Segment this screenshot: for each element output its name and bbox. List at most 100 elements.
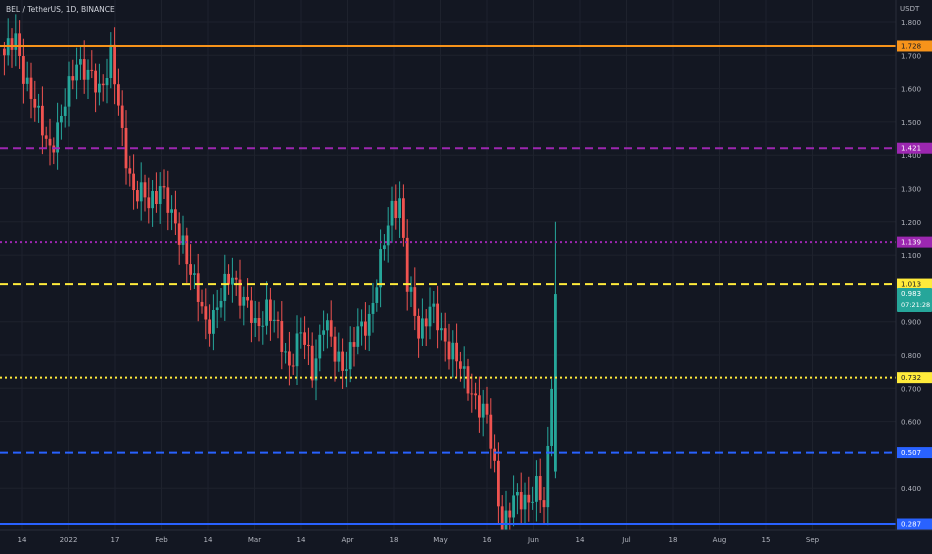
candle <box>542 500 546 508</box>
x-tick-label: Mar <box>248 536 261 544</box>
x-tick-label: 18 <box>669 536 678 544</box>
candle <box>413 287 417 316</box>
candle <box>265 299 268 326</box>
candle <box>253 318 257 323</box>
candle <box>109 44 113 79</box>
level-badge-label: 0.732 <box>901 374 921 382</box>
candle <box>56 122 59 153</box>
candle <box>37 105 40 108</box>
candle <box>90 69 94 71</box>
x-tick-label: 14 <box>297 536 306 544</box>
candle <box>219 300 223 308</box>
price-scale[interactable] <box>896 0 932 530</box>
candle <box>329 320 333 337</box>
time-scale[interactable] <box>0 530 932 550</box>
x-tick-label: May <box>433 536 447 544</box>
candle <box>101 83 105 86</box>
candle <box>360 321 363 327</box>
level-badge <box>897 142 932 154</box>
candle <box>269 299 272 321</box>
x-tick-label: 18 <box>390 536 399 544</box>
y-tick-label: 0.900 <box>901 319 921 327</box>
candle <box>155 190 158 205</box>
y-tick-label: 0.800 <box>901 352 921 360</box>
candle <box>310 345 314 381</box>
candle <box>398 198 401 219</box>
level-badge-label: 0.507 <box>901 449 921 457</box>
candle <box>280 321 284 352</box>
candle <box>535 476 538 502</box>
level-badge <box>897 447 932 459</box>
candle <box>71 76 75 81</box>
candle <box>223 273 227 301</box>
level-badge-label: 0.287 <box>901 521 921 529</box>
candle <box>257 318 261 327</box>
candle <box>204 306 208 320</box>
x-tick-label: Aug <box>713 536 727 544</box>
candle <box>162 186 166 188</box>
candle <box>554 294 557 472</box>
level-badge <box>897 236 932 248</box>
candle <box>538 476 542 501</box>
candle <box>451 342 455 360</box>
candle <box>170 209 173 213</box>
candle <box>546 445 550 508</box>
candle <box>352 342 356 347</box>
y-tick-label: 1.100 <box>901 252 921 260</box>
candle <box>356 326 360 347</box>
y-tick-label: 1.200 <box>901 219 921 227</box>
candle <box>523 494 527 510</box>
candle <box>386 225 390 246</box>
candle <box>489 414 493 449</box>
candle <box>322 330 325 335</box>
candle <box>390 200 394 226</box>
x-tick-label: 14 <box>18 536 27 544</box>
candle <box>238 279 242 306</box>
candle <box>10 38 14 50</box>
candle <box>67 76 71 107</box>
candle <box>60 115 63 123</box>
candle <box>3 48 6 56</box>
candle <box>364 321 367 336</box>
candle <box>383 245 386 250</box>
candle <box>105 78 109 86</box>
candle <box>497 460 500 507</box>
y-tick-label: 1.600 <box>901 86 921 94</box>
y-tick-label: 1.700 <box>901 52 921 60</box>
candle <box>242 296 246 306</box>
candle <box>375 287 379 303</box>
candle <box>185 235 189 265</box>
candle <box>314 358 318 381</box>
candle <box>113 44 116 85</box>
candle <box>143 182 147 198</box>
candle <box>231 277 234 285</box>
candle <box>394 200 398 219</box>
candle <box>481 403 485 418</box>
candle <box>86 69 90 80</box>
candle <box>379 249 382 288</box>
candle <box>246 296 249 301</box>
x-axis-ticks: 14 2022 17 Feb 14 Mar 14 Apr 18 May 16 Jun 14 Jul 18 Au… <box>18 536 820 544</box>
y-axis-ticks: 1.800 1.700 1.600 1.500 1.400 1.300 1.200 1.100… <box>901 19 921 493</box>
candle <box>94 70 97 93</box>
candle <box>417 315 420 339</box>
current-price-badge: 0.983 07:21:28 <box>897 288 932 313</box>
y-tick-label: 1.300 <box>901 186 921 194</box>
candle <box>215 307 219 311</box>
candle <box>348 342 352 370</box>
candle <box>124 127 128 169</box>
candle <box>478 395 481 418</box>
candle <box>41 105 44 136</box>
candle <box>367 313 371 336</box>
candle <box>531 501 534 503</box>
candle <box>177 223 181 245</box>
x-tick-label: 16 <box>483 536 492 544</box>
x-tick-label: 14 <box>576 536 585 544</box>
candle <box>174 209 177 224</box>
level-badge <box>897 278 932 290</box>
candle <box>25 77 29 84</box>
candle <box>128 168 132 174</box>
candle <box>508 510 512 518</box>
